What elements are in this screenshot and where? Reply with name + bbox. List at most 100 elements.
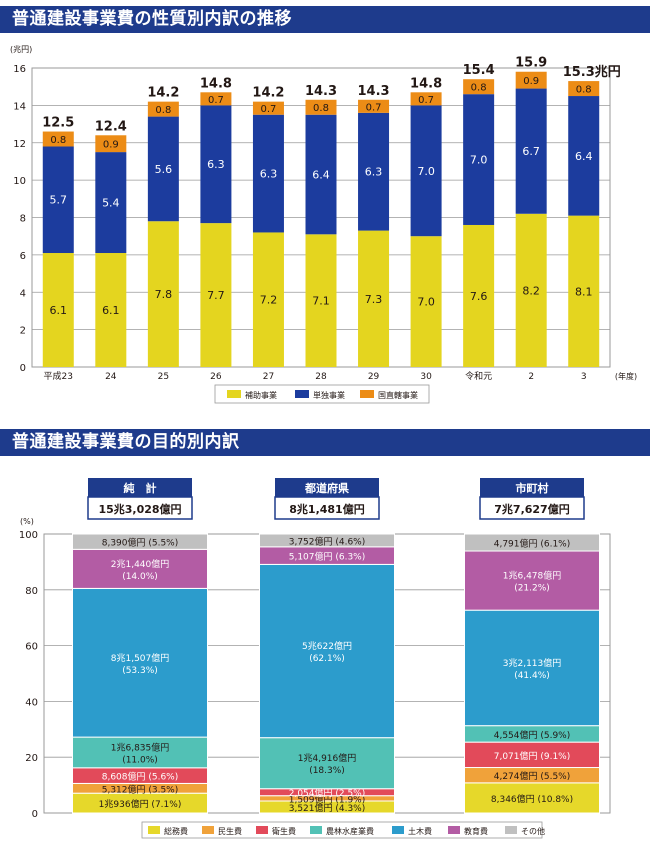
bar-segment bbox=[95, 135, 127, 153]
legend-label: その他 bbox=[521, 826, 545, 836]
data-label: 7,071億円 (9.1%) bbox=[494, 750, 571, 762]
column-total-box bbox=[87, 496, 193, 520]
bar-segment bbox=[259, 563, 395, 739]
y-tick-label: 0 bbox=[32, 809, 38, 820]
total-label: 15.3兆円 bbox=[563, 64, 621, 80]
bar-segment bbox=[515, 71, 547, 89]
data-label: 6.1 bbox=[50, 304, 68, 317]
data-label: 0.7 bbox=[366, 102, 382, 113]
bar-segment bbox=[147, 116, 179, 222]
bar-segment bbox=[259, 533, 395, 548]
bar-segment bbox=[515, 213, 547, 367]
data-label: 3,752億円 (4.6%) bbox=[289, 535, 366, 547]
bar-segment bbox=[147, 221, 179, 367]
data-label: (41.4%) bbox=[514, 671, 550, 681]
chart-nature-breakdown: 0246810121416(兆円)6.15.70.812.5平成236.15.4… bbox=[10, 44, 637, 404]
bar-segment bbox=[410, 105, 442, 237]
y-tick-label: 10 bbox=[13, 176, 26, 187]
legend-swatch bbox=[148, 826, 160, 834]
bar-segment bbox=[72, 587, 208, 738]
data-label: 0.7 bbox=[261, 104, 277, 115]
bar-segment bbox=[200, 223, 232, 367]
x-unit-label: (年度) bbox=[615, 371, 637, 381]
y-tick-label: 14 bbox=[13, 101, 26, 112]
bar-segment bbox=[42, 131, 74, 147]
y-tick-label: 8 bbox=[20, 214, 26, 225]
data-label: 1兆936億円 (7.1%) bbox=[99, 798, 182, 810]
data-label: 0.7 bbox=[208, 95, 224, 106]
y-tick-label: 80 bbox=[25, 586, 38, 597]
legend-label: 土木費 bbox=[408, 826, 432, 836]
data-label: 0.8 bbox=[155, 105, 171, 116]
data-label: 1,509億円 (1.9%) bbox=[289, 793, 366, 805]
total-label: 14.2 bbox=[252, 86, 284, 101]
x-tick-label: 27 bbox=[263, 372, 274, 382]
data-label: 0.8 bbox=[313, 103, 329, 114]
data-label: 0.8 bbox=[50, 135, 66, 146]
data-label: (11.0%) bbox=[122, 755, 158, 765]
data-label: 6.4 bbox=[575, 150, 593, 163]
data-label: 7.1 bbox=[312, 295, 330, 308]
data-label: 7.7 bbox=[207, 289, 225, 302]
legend-swatch bbox=[227, 390, 241, 398]
y-tick-label: 2 bbox=[20, 326, 26, 337]
y-tick-label: 40 bbox=[25, 697, 38, 708]
data-label: 8,346億円 (10.8%) bbox=[491, 793, 573, 805]
column-header: 純 計 bbox=[124, 481, 157, 495]
data-label: 8.2 bbox=[522, 284, 540, 297]
legend-swatch bbox=[310, 826, 322, 834]
bar-segment bbox=[568, 81, 600, 97]
data-label: 3兆2,113億円 bbox=[503, 657, 562, 669]
legend-swatch bbox=[360, 390, 374, 398]
y-tick-label: 4 bbox=[20, 288, 26, 299]
y-tick-label: 20 bbox=[25, 753, 38, 764]
data-label: 5.6 bbox=[155, 163, 173, 176]
data-label: 2,054億円 (2.5%) bbox=[289, 787, 366, 799]
total-label: 14.8 bbox=[410, 76, 442, 91]
column-total: 15兆3,028億円 bbox=[98, 502, 181, 516]
data-label: 0.8 bbox=[576, 85, 592, 96]
data-label: 5.4 bbox=[102, 197, 120, 210]
total-label: 14.2 bbox=[147, 86, 179, 101]
data-label: 2兆1,440億円 bbox=[111, 558, 170, 570]
data-label: 6.4 bbox=[312, 169, 330, 182]
x-tick-label: 24 bbox=[105, 372, 117, 382]
data-label: 5,312億円 (3.5%) bbox=[102, 783, 179, 795]
data-label: (62.1%) bbox=[309, 654, 345, 664]
bar-segment bbox=[72, 548, 208, 589]
data-label: 7.0 bbox=[417, 296, 435, 309]
x-tick-label: 29 bbox=[368, 372, 380, 382]
data-label: 7.0 bbox=[417, 165, 435, 178]
bar-segment bbox=[464, 533, 600, 552]
legend-label: 民生費 bbox=[218, 826, 242, 836]
data-label: 8兆1,507億円 bbox=[111, 652, 170, 664]
bar-segment bbox=[42, 253, 74, 367]
total-label: 12.4 bbox=[95, 119, 127, 134]
column-total-box bbox=[274, 496, 380, 520]
column-header-box bbox=[88, 478, 192, 497]
data-label: (53.3%) bbox=[122, 666, 158, 676]
data-label: 0.8 bbox=[471, 83, 487, 94]
total-label: 15.4 bbox=[463, 63, 495, 78]
legend-label: 補助事業 bbox=[245, 390, 277, 400]
data-label: 1兆6,478億円 bbox=[503, 570, 562, 582]
data-label: 4,554億円 (5.9%) bbox=[494, 729, 571, 741]
bar-segment bbox=[464, 609, 600, 727]
legend-swatch bbox=[505, 826, 517, 834]
bar-segment bbox=[200, 92, 232, 106]
legend-swatch bbox=[202, 826, 214, 834]
column-total: 7兆7,627億円 bbox=[494, 502, 569, 516]
bar-segment bbox=[568, 215, 600, 367]
data-label: 0.9 bbox=[523, 76, 539, 87]
legend-swatch bbox=[392, 826, 404, 834]
legend-swatch bbox=[295, 390, 309, 398]
legend-swatch bbox=[448, 826, 460, 834]
bar-segment bbox=[410, 92, 442, 106]
bar-segment bbox=[72, 736, 208, 769]
bar-segment bbox=[358, 230, 390, 367]
data-label: 7.3 bbox=[365, 293, 383, 306]
legend-label: 農林水産業費 bbox=[326, 826, 374, 836]
legend-label: 衛生費 bbox=[272, 826, 296, 836]
bar-segment bbox=[410, 236, 442, 367]
bar-segment bbox=[252, 101, 284, 115]
